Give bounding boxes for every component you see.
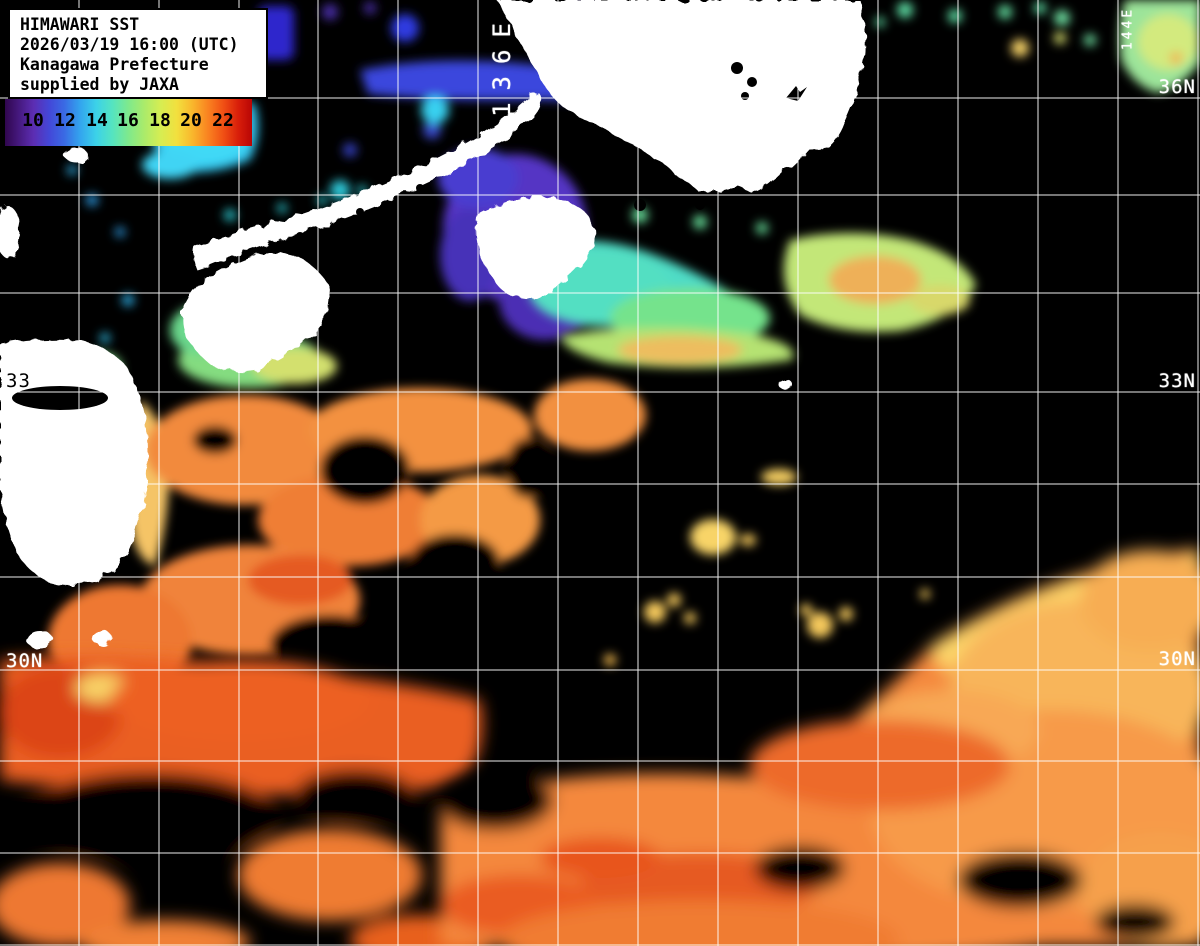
land-island bbox=[92, 631, 112, 645]
land-mass bbox=[0, 0, 866, 649]
sst-isolated-blobs bbox=[604, 469, 930, 666]
sst-colorbar: 10 12 14 16 18 20 22 bbox=[5, 99, 252, 146]
sst-topright-region bbox=[875, 0, 1200, 93]
colorbar-tick: 10 bbox=[22, 110, 44, 131]
latitude-label-30n-right: 30N bbox=[1158, 648, 1196, 670]
colorbar-tick: 20 bbox=[180, 110, 202, 131]
latitude-label-33n-right: 33N bbox=[1158, 370, 1196, 392]
land-kii bbox=[476, 196, 595, 300]
latitude-label-30n-left: 30N bbox=[6, 650, 44, 672]
colorbar-tick: 22 bbox=[212, 110, 234, 131]
sst-bottomleft-red-field bbox=[0, 656, 490, 946]
land-island bbox=[778, 379, 792, 389]
land-island bbox=[0, 206, 20, 258]
land-chugoku-strip bbox=[193, 92, 541, 270]
title-credit: supplied by JAXA bbox=[20, 75, 179, 94]
longitude-label-136e: 136E bbox=[488, 11, 516, 117]
land-honshu-east bbox=[497, 0, 866, 193]
colorbar-tick: 14 bbox=[86, 110, 108, 131]
title-region: Kanagawa Prefecture bbox=[20, 55, 209, 74]
land-shikoku bbox=[181, 252, 330, 372]
land-island bbox=[64, 148, 88, 162]
title-datetime: 2026/03/19 16:00 (UTC) bbox=[20, 35, 239, 54]
colorbar-tick: 12 bbox=[54, 110, 76, 131]
colorbar-tick: 16 bbox=[117, 110, 139, 131]
latitude-label-33-left: 33 bbox=[6, 370, 31, 392]
title-box: HIMAWARI SST 2026/03/19 16:00 (UTC) Kana… bbox=[8, 8, 268, 99]
colorbar-tick: 18 bbox=[149, 110, 171, 131]
longitude-label-144e: 144E bbox=[1120, 6, 1136, 51]
latitude-label-36n-right: 36N bbox=[1158, 76, 1196, 98]
sst-left-orange-field bbox=[48, 379, 646, 695]
land-island bbox=[27, 631, 53, 649]
sst-coastal-band bbox=[528, 32, 1066, 368]
title-product: HIMAWARI SST bbox=[20, 15, 140, 34]
